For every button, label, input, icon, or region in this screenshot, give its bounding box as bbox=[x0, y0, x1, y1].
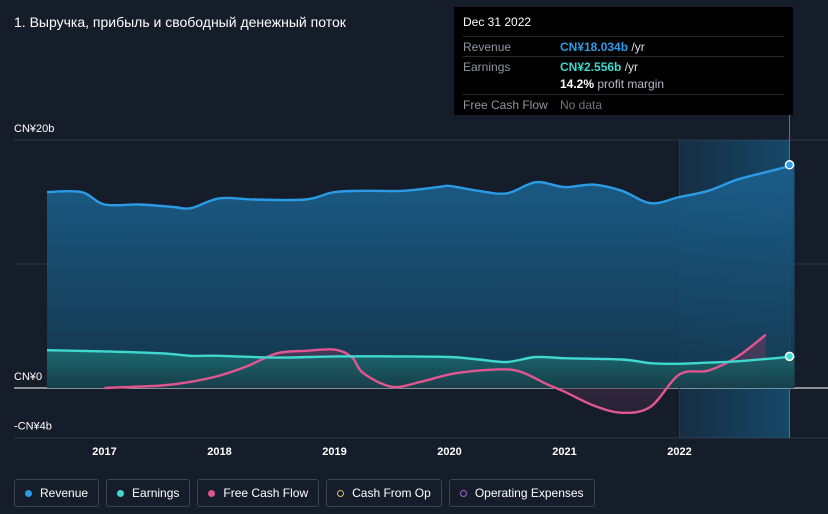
legend-item-operating-expenses[interactable]: Operating Expenses bbox=[448, 479, 595, 507]
tooltip-margin-value: 14.2% bbox=[560, 77, 595, 91]
earnings-dot-icon bbox=[117, 489, 125, 497]
legend-label: Free Cash Flow bbox=[223, 486, 309, 500]
x-tick-label: 2022 bbox=[667, 446, 691, 458]
tooltip-revenue-unit: /yr bbox=[631, 40, 645, 54]
tooltip-date: Dec 31 2022 bbox=[463, 15, 532, 29]
legend: Revenue Earnings Free Cash Flow Cash Fro… bbox=[14, 479, 595, 507]
tooltip-earnings-value: CN¥2.556b bbox=[560, 60, 622, 74]
legend-label: Revenue bbox=[40, 486, 89, 500]
legend-item-free-cash-flow[interactable]: Free Cash Flow bbox=[197, 479, 320, 507]
free-cash-flow-area bbox=[104, 334, 766, 413]
tooltip-revenue-value: CN¥18.034b bbox=[560, 40, 629, 54]
x-tick-label: 2021 bbox=[552, 446, 576, 458]
earnings-end-marker bbox=[784, 351, 795, 362]
tooltip-earnings-unit: /yr bbox=[624, 60, 639, 74]
earnings-line bbox=[46, 349, 795, 366]
chart-plot: CN¥20b CN¥0 -CN¥4b 2017 2018 2019 2020 2021 202… bbox=[14, 115, 828, 458]
tooltip-row-earnings: Earnings CN¥2.556b /yr bbox=[463, 56, 784, 76]
free-cash-flow-line bbox=[104, 333, 767, 415]
revenue-line bbox=[46, 163, 795, 210]
x-tick-label: 2020 bbox=[437, 446, 461, 458]
legend-item-earnings[interactable]: Earnings bbox=[106, 479, 191, 507]
tooltip-revenue-label: Revenue bbox=[463, 40, 512, 54]
tooltip-row-margin: 14.2% profit margin bbox=[463, 76, 784, 94]
y-tick-label: -CN¥4b bbox=[14, 421, 52, 433]
revenue-dot-icon bbox=[25, 489, 32, 497]
y-tick-label: CN¥20b bbox=[14, 123, 54, 135]
y-tick-label: CN¥0 bbox=[14, 371, 42, 383]
revenue-end-marker bbox=[784, 160, 795, 170]
end-markers bbox=[784, 160, 795, 362]
revenue-area bbox=[47, 164, 795, 388]
legend-label: Cash From Op bbox=[352, 486, 431, 500]
x-tick-label: 2017 bbox=[92, 446, 116, 458]
tooltip-row-fcf: Free Cash Flow No data bbox=[463, 94, 784, 114]
legend-label: Earnings bbox=[132, 486, 180, 500]
y-axis-labels: CN¥20b CN¥0 -CN¥4b bbox=[14, 123, 54, 433]
tooltip-fcf-value: No data bbox=[560, 98, 603, 112]
x-tick-label: 2019 bbox=[322, 446, 346, 458]
tooltip-row-revenue: Revenue CN¥18.034b /yr bbox=[463, 36, 784, 56]
x-tick-label: 2018 bbox=[207, 446, 231, 458]
operating-expenses-dot-icon bbox=[459, 489, 467, 497]
tooltip-earnings-label: Earnings bbox=[463, 60, 511, 74]
chart-title: 1. Выручка, прибыль и свободный денежный… bbox=[14, 14, 346, 30]
legend-item-cash-from-op[interactable]: Cash From Op bbox=[326, 479, 442, 507]
series-layer bbox=[46, 163, 795, 415]
tooltip-margin-label: profit margin bbox=[597, 77, 665, 91]
free-cash-flow-dot-icon bbox=[208, 489, 216, 497]
x-axis-labels: 2017 2018 2019 2020 2021 2022 bbox=[92, 446, 691, 458]
tooltip-panel: Dec 31 2022 Revenue CN¥18.034b /yr Earni… bbox=[454, 7, 793, 115]
cash-from-op-dot-icon bbox=[337, 489, 345, 497]
tooltip-fcf-label: Free Cash Flow bbox=[463, 98, 548, 112]
legend-label: Operating Expenses bbox=[474, 486, 584, 500]
legend-item-revenue[interactable]: Revenue bbox=[14, 479, 100, 507]
